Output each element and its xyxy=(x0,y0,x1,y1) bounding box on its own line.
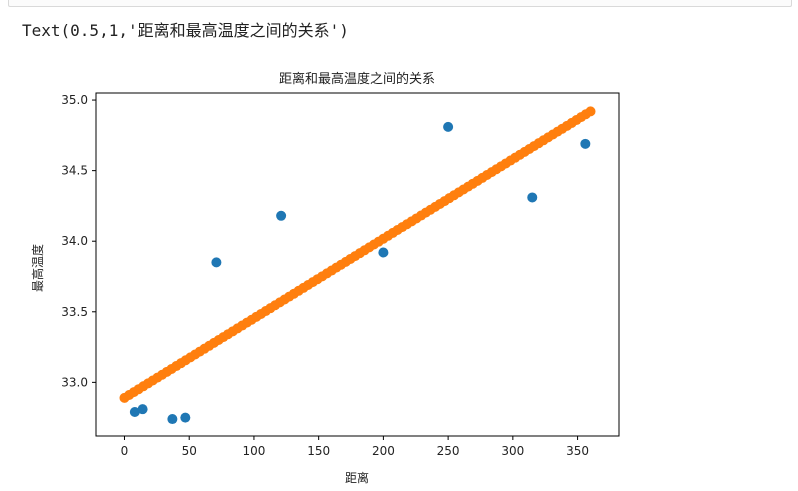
y-tick-label: 34.5 xyxy=(61,164,88,178)
y-tick-label: 35.0 xyxy=(61,93,88,107)
blue-point xyxy=(580,138,591,149)
output-text: Text(0.5,1,'距离和最高温度之间的关系') xyxy=(22,21,349,40)
axes-frame xyxy=(95,92,620,437)
y-tick-label: 34.0 xyxy=(61,234,88,248)
y-axis-label: 最高温度 xyxy=(30,244,45,292)
x-tick-label: 350 xyxy=(566,444,589,458)
series-orange-points xyxy=(119,106,596,403)
x-tick-label: 200 xyxy=(372,444,395,458)
y-tick-label: 33.0 xyxy=(61,375,88,389)
blue-point xyxy=(129,407,140,418)
blue-point xyxy=(167,414,178,425)
x-tick-label: 0 xyxy=(121,444,129,458)
x-tick-label: 50 xyxy=(182,444,197,458)
blue-point xyxy=(137,404,148,415)
blue-point xyxy=(211,257,222,268)
x-tick-label: 100 xyxy=(242,444,265,458)
blue-point xyxy=(180,412,191,423)
blue-point xyxy=(378,247,389,258)
x-tick-label: 300 xyxy=(501,444,524,458)
x-tick-label: 150 xyxy=(307,444,330,458)
x-tick-label: 250 xyxy=(437,444,460,458)
blue-point xyxy=(276,210,287,221)
y-ticks: 33.0 33.5 34.0 34.5 35.0 xyxy=(61,93,96,389)
series-blue-points xyxy=(129,121,591,425)
chart-title: 距离和最高温度之间的关系 xyxy=(279,71,435,87)
x-axis-label: 距离 xyxy=(345,470,369,485)
x-ticks: 0 50 100 150 200 250 300 350 xyxy=(121,436,589,458)
y-tick-label: 33.5 xyxy=(61,305,88,319)
blue-point xyxy=(527,192,538,203)
blue-point xyxy=(443,121,454,132)
orange-point xyxy=(585,106,596,117)
previous-cell-border xyxy=(8,0,792,7)
